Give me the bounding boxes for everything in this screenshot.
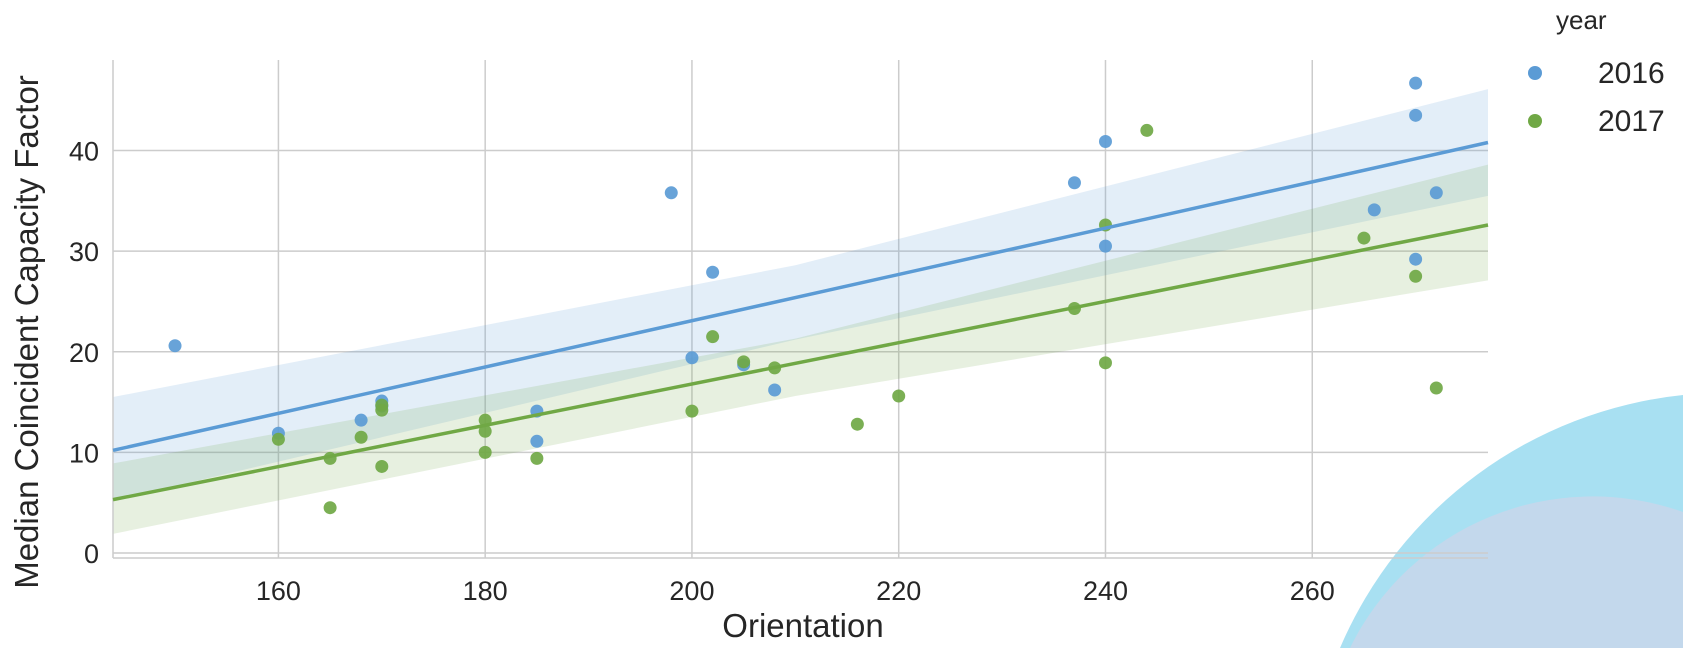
x-tick-label: 180 [463,576,508,606]
data-point-2017 [375,403,389,417]
data-point-2016 [685,351,699,365]
data-point-2016 [1098,239,1112,253]
x-axis-title: Orientation [722,607,883,644]
data-point-2017 [706,330,720,344]
data-point-2016 [1098,134,1112,148]
data-point-2016 [354,413,368,427]
data-point-2017 [375,459,389,473]
y-tick-label: 10 [69,438,99,468]
data-point-2016 [1429,186,1443,200]
data-point-2017 [1357,231,1371,245]
data-point-2017 [271,432,285,446]
legend-label-2016: 2016 [1598,57,1665,90]
y-tick-label: 20 [69,338,99,368]
confidence-bands [113,89,1488,534]
data-point-2016 [1067,176,1081,190]
data-point-2017 [737,355,751,369]
data-point-2016 [664,186,678,200]
x-tick-label: 240 [1083,576,1128,606]
data-point-2017 [1098,356,1112,370]
legend-marker-2017 [1528,114,1542,128]
confidence-band-2017 [113,164,1488,534]
legend-label-2017: 2017 [1598,105,1665,138]
legend-title: year [1556,5,1607,35]
fit-line-2017 [112,223,1489,502]
data-point-2016 [1409,108,1423,122]
y-tick-label: 30 [69,237,99,267]
data-point-2016 [768,383,782,397]
data-point-2017 [685,404,699,418]
data-point-2017 [478,424,492,438]
data-point-2017 [1429,381,1443,395]
x-tick-label: 160 [256,576,301,606]
y-tick-label: 0 [84,539,99,569]
decor-arc-inner [1350,496,1683,648]
x-tick-label: 220 [876,576,921,606]
fit-line-2016 [112,140,1489,453]
data-point-2016 [1409,76,1423,90]
data-point-2016 [1409,252,1423,266]
data-point-2016 [706,265,720,279]
data-point-2017 [478,445,492,459]
data-point-2016 [168,339,182,353]
x-tick-label: 260 [1290,576,1335,606]
data-point-2017 [323,501,337,515]
data-point-2017 [892,389,906,403]
legend: year 2016 2017 [1528,5,1665,138]
data-point-2017 [530,451,544,465]
data-point-2017 [1409,269,1423,283]
y-tick-label: 40 [69,137,99,167]
fit-lines [112,140,1489,502]
y-axis-title: Median Coincident Capacity Factor [8,75,45,589]
data-point-2017 [850,417,864,431]
x-tick-label: 200 [669,576,714,606]
axes: 160 180 200 220 240 260 0 10 20 30 40 [69,60,1488,606]
legend-marker-2016 [1528,66,1542,80]
data-point-2016 [530,434,544,448]
decorative-arcs [1340,395,1683,648]
data-point-2016 [1367,203,1381,217]
data-point-2017 [354,430,368,444]
data-point-2017 [1140,123,1154,137]
